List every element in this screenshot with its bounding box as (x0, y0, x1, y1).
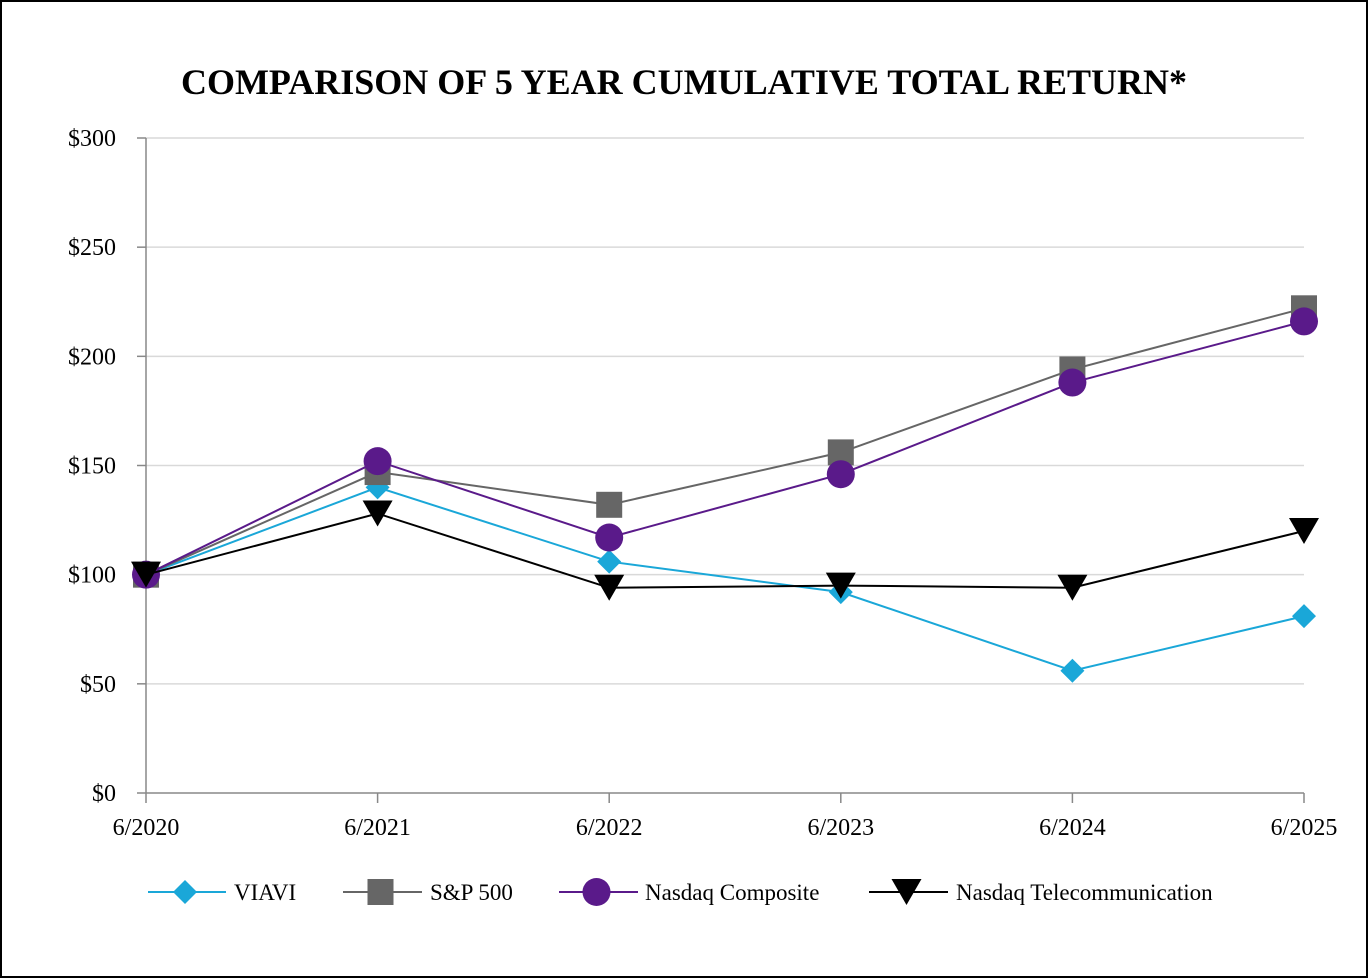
data-point (131, 561, 161, 588)
data-point (594, 574, 625, 601)
legend-item: S&P 500 (343, 879, 513, 905)
x-tick-label: 6/2023 (807, 815, 874, 841)
legend-marker (582, 878, 611, 906)
data-point (1058, 368, 1087, 397)
data-point (1290, 307, 1318, 336)
series-circle (132, 307, 1318, 589)
gridlines (146, 137, 1304, 685)
y-tick-label: $250 (68, 235, 116, 261)
data-point (1060, 658, 1085, 683)
series-line (145, 486, 1305, 672)
series-line (145, 307, 1305, 576)
x-tick-label: 6/2021 (344, 815, 411, 841)
series-layer (131, 295, 1319, 683)
legend-marker (173, 880, 197, 904)
y-tick-label: $0 (92, 781, 116, 807)
x-tick-label: 6/2020 (113, 815, 180, 841)
legend-label: Nasdaq Composite (645, 880, 819, 905)
data-point (597, 549, 622, 574)
legend: VIAVI S&P 500 Nasdaq Composite Nasdaq Telec… (148, 878, 1213, 906)
data-point (596, 491, 623, 518)
data-point (825, 572, 856, 599)
series-line (145, 320, 1305, 576)
data-point (1057, 574, 1088, 601)
series-line (145, 512, 1305, 589)
series-square (133, 295, 1317, 588)
data-point (363, 447, 392, 476)
series-triangle-down (131, 500, 1319, 601)
axes: $0 $50 $100 $150 $200 $250 $300 6/2020 6/2021 6/2… (68, 126, 1337, 841)
legend-label: VIAVI (234, 880, 296, 905)
legend-item: VIAVI (148, 880, 296, 905)
legend-marker (891, 879, 922, 905)
legend-marker (367, 879, 394, 905)
legend-item: Nasdaq Composite (559, 878, 819, 906)
legend-label: S&P 500 (430, 880, 513, 905)
x-tick-label: 6/2025 (1271, 815, 1338, 841)
legend-label: Nasdaq Telecommunication (956, 880, 1213, 905)
y-tick-label: $300 (68, 126, 116, 152)
data-point (1292, 604, 1316, 629)
x-tick-label: 6/2022 (576, 815, 643, 841)
data-point (595, 523, 624, 552)
y-tick-label: $150 (68, 454, 116, 480)
y-tick-label: $50 (80, 672, 116, 698)
legend-item: Nasdaq Telecommunication (869, 879, 1213, 905)
y-tick-label: $200 (68, 344, 116, 370)
data-point (362, 500, 393, 527)
data-point (1289, 518, 1319, 544)
chart-title: COMPARISON OF 5 YEAR CUMULATIVE TOTAL RE… (181, 62, 1187, 102)
x-tick-label: 6/2024 (1039, 815, 1106, 841)
data-point (826, 460, 855, 489)
y-tick-label: $100 (68, 563, 116, 589)
